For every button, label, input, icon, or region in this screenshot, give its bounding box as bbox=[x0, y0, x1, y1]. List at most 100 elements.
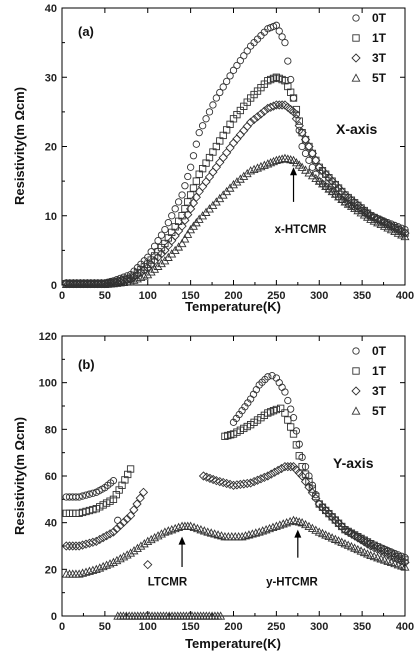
1t-data-point bbox=[289, 94, 298, 102]
x-tick-label: 50 bbox=[99, 621, 111, 633]
5t-data-point bbox=[146, 534, 156, 544]
3t-data-point bbox=[300, 134, 311, 145]
3t-data-point bbox=[311, 155, 321, 165]
0t-data-point bbox=[184, 172, 192, 181]
3t-data-point bbox=[222, 478, 232, 489]
5t-data-point bbox=[163, 526, 173, 535]
3t-data-point bbox=[122, 514, 132, 524]
y-ticks-a: 0 10 20 30 40 bbox=[45, 3, 405, 292]
5t-data-point bbox=[136, 272, 146, 282]
3t-data-point bbox=[249, 114, 259, 125]
5t-data-point bbox=[239, 171, 249, 180]
3t-data-point bbox=[68, 541, 78, 551]
1t-data-point bbox=[287, 423, 295, 431]
3t-data-point bbox=[211, 162, 221, 172]
3t-data-point bbox=[228, 138, 239, 148]
0t-data-point bbox=[219, 83, 227, 91]
legend-label: 5T bbox=[372, 404, 387, 418]
legend-label: 1T bbox=[372, 31, 387, 45]
annotations-a: x-HTCMR bbox=[275, 167, 327, 236]
5t-data-point bbox=[314, 176, 324, 185]
1t-data-point bbox=[312, 156, 320, 164]
0t-data-point bbox=[268, 372, 276, 380]
5t-data-point bbox=[244, 530, 254, 539]
0t-data-point bbox=[192, 140, 200, 148]
5t-data-point bbox=[74, 569, 84, 578]
0t-data-point bbox=[284, 57, 292, 65]
5t-data-point bbox=[282, 518, 292, 527]
5t-data-point bbox=[143, 536, 153, 545]
3t-data-point bbox=[91, 536, 101, 546]
legend-label: 5T bbox=[372, 71, 387, 85]
0t-data-point bbox=[178, 191, 186, 199]
0t-data-point bbox=[240, 52, 248, 60]
5t-data-point bbox=[334, 192, 343, 201]
1t-data-point bbox=[298, 128, 306, 137]
y-tick-label: 20 bbox=[45, 564, 57, 576]
5t-data-point bbox=[304, 168, 314, 177]
3t-data-point bbox=[294, 121, 304, 131]
3t-data-point bbox=[119, 517, 129, 527]
5t-data-point bbox=[330, 189, 340, 198]
0t-data-point bbox=[181, 182, 189, 190]
5t-data-point bbox=[119, 552, 129, 561]
5t-data-point bbox=[373, 218, 383, 227]
5t-data-point bbox=[150, 532, 160, 542]
0t-data-point bbox=[281, 38, 289, 47]
5t-data-point bbox=[261, 525, 271, 534]
5t-data-point bbox=[324, 184, 334, 193]
5t-data-point bbox=[359, 210, 369, 219]
5t-data-point bbox=[337, 194, 347, 203]
0t-data-point bbox=[75, 493, 83, 501]
5t-data-point bbox=[263, 159, 273, 168]
5t-data-point bbox=[95, 563, 105, 572]
5t-data-point bbox=[301, 519, 310, 529]
x-axis-label-b: Temperature(K) bbox=[185, 636, 281, 651]
3t-data-point bbox=[291, 114, 302, 124]
5t-data-point bbox=[271, 155, 281, 165]
annotation-label: y-HTCMR bbox=[266, 577, 318, 589]
legend-label: 1T bbox=[372, 364, 387, 378]
1t-data-point bbox=[126, 465, 135, 473]
0t-data-point bbox=[249, 390, 258, 398]
0t-data-point bbox=[278, 33, 286, 41]
annotation-arrowhead bbox=[178, 536, 186, 545]
plot-frame-b bbox=[61, 335, 406, 617]
0t-data-point bbox=[109, 477, 118, 485]
5t-data-point bbox=[143, 269, 153, 279]
5t-data-point bbox=[327, 186, 337, 196]
x-tick-label: 350 bbox=[353, 621, 371, 633]
x-ticks-b: 0 50 100 150 200 250 300 350 400 bbox=[59, 336, 414, 633]
5t-data-point bbox=[311, 173, 321, 183]
3t-data-point bbox=[84, 538, 95, 548]
5t-data-point bbox=[249, 164, 259, 174]
extra-data-point bbox=[216, 611, 226, 620]
5t-data-point bbox=[136, 541, 146, 550]
0t-data-point bbox=[226, 72, 234, 80]
3t-data-point bbox=[297, 471, 307, 481]
5t-data-point bbox=[112, 555, 122, 565]
3t-data-point bbox=[400, 557, 410, 567]
5t-data-point bbox=[241, 531, 250, 540]
0t-data-point bbox=[186, 163, 195, 171]
5t-data-point bbox=[139, 271, 149, 280]
1t-data-point bbox=[189, 184, 198, 192]
5t-data-point bbox=[271, 521, 281, 530]
3t-data-point bbox=[64, 541, 75, 551]
3t-data-point bbox=[125, 511, 136, 521]
3t-data-point bbox=[246, 117, 256, 127]
legend-marker bbox=[351, 386, 361, 396]
5t-data-point bbox=[393, 228, 403, 237]
0t-data-point bbox=[212, 94, 221, 102]
5t-data-point bbox=[91, 564, 101, 573]
1t-data-point bbox=[192, 177, 200, 185]
0t-data-point bbox=[195, 128, 203, 137]
5t-data-point bbox=[383, 223, 393, 232]
5t-data-point bbox=[258, 526, 268, 535]
3t-data-point bbox=[222, 148, 232, 158]
1t-data-point bbox=[289, 430, 298, 438]
3t-data-point bbox=[143, 560, 153, 570]
x-tick-label: 200 bbox=[224, 621, 242, 633]
y-ticks-b: 0 20 40 60 80 100 120 bbox=[39, 331, 405, 623]
legend-a: 0T 1T 3T 5T bbox=[351, 11, 387, 85]
